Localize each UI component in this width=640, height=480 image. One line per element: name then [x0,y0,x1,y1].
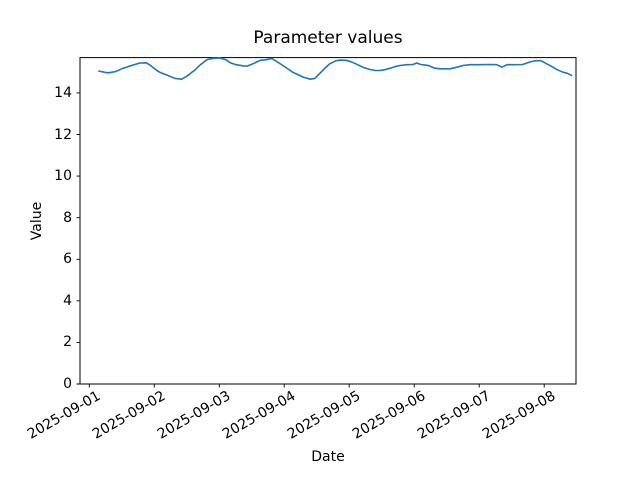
tick-marks [76,92,545,388]
x-axis-label: Date [311,449,345,465]
y-tick-label: 8 [63,209,72,226]
y-tick-label: 0 [63,376,72,392]
data-line [98,57,573,80]
y-tick-label: 10 [54,168,72,185]
y-tick-label: 6 [63,251,72,268]
chart-title: Parameter values [253,28,403,48]
y-tick-label: 2 [63,334,72,351]
y-tick-label: 12 [54,126,72,143]
axes-frame [79,57,577,385]
y-tick-label: 4 [63,292,72,309]
y-tick-label: 14 [54,84,72,101]
